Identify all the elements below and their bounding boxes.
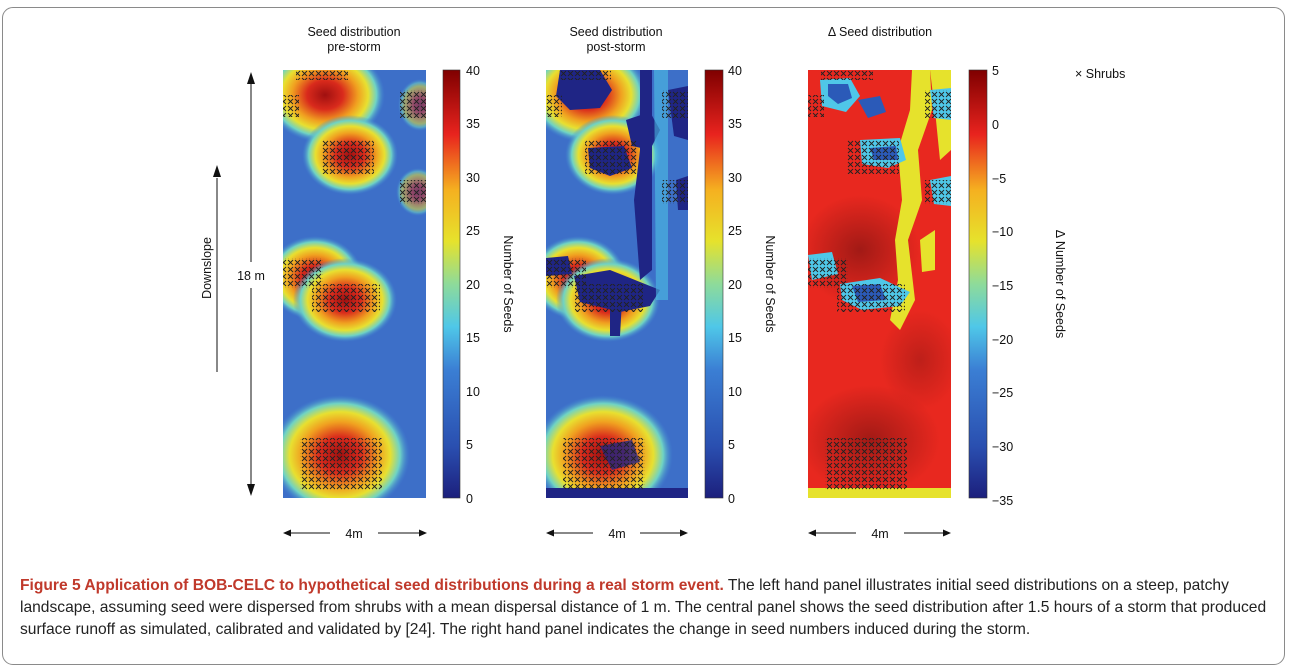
downslope-label: Downslope (200, 237, 214, 299)
cb1-tick: 20 (466, 278, 480, 292)
panel3-colorbar-ticks: 5 0 −5 −10 −15 −20 −25 −30 −35 (992, 64, 1013, 508)
panel2-colorbar-label: Number of Seeds (763, 235, 777, 332)
panel2-heatmap (546, 70, 688, 498)
shrubs-legend: × Shrubs (1075, 67, 1125, 81)
cb3-tick: −25 (992, 386, 1013, 400)
panel1-colorbar-label: Number of Seeds (501, 235, 515, 332)
cb3-tick: −30 (992, 440, 1013, 454)
figure-frame (2, 7, 1285, 665)
cb3-tick: −35 (992, 494, 1013, 508)
panel1-heatmap (283, 70, 426, 498)
cb2-tick: 5 (728, 438, 735, 452)
cb1-tick: 35 (466, 117, 480, 131)
panel2-colorbar-ticks: 40 35 30 25 20 15 10 5 0 (728, 64, 742, 506)
panel1-colorbar-ticks: 40 35 30 25 20 15 10 5 0 (466, 64, 480, 506)
panel2-title-line1: Seed distribution (569, 25, 662, 39)
cb1-tick: 25 (466, 224, 480, 238)
cb3-tick: −20 (992, 333, 1013, 347)
panel3-colorbar-label: Δ Number of Seeds (1053, 230, 1067, 338)
length-label: 18 m (237, 269, 265, 283)
panel3-title: Δ Seed distribution (828, 25, 932, 39)
cb3-tick: −10 (992, 225, 1013, 239)
cb2-tick: 15 (728, 331, 742, 345)
panel2-width-arrow: 4m (546, 527, 688, 541)
cb2-tick: 40 (728, 64, 742, 78)
panel2-title-line2: post-storm (586, 40, 645, 54)
panel3-heatmap (808, 70, 951, 498)
panel3-colorbar (968, 69, 988, 499)
panel1-width-arrow: 4m (283, 527, 427, 541)
panel2-width-label: 4m (608, 527, 625, 541)
panel1-title-line1: Seed distribution (307, 25, 400, 39)
cb1-tick: 5 (466, 438, 473, 452)
panel-pre-storm: Seed distribution pre-storm 40 35 (283, 25, 515, 541)
cb2-tick: 30 (728, 171, 742, 185)
panel1-colorbar (442, 69, 461, 499)
panel1-width-label: 4m (345, 527, 362, 541)
cb3-tick: 0 (992, 118, 999, 132)
cb1-tick: 10 (466, 385, 480, 399)
cb1-tick: 0 (466, 492, 473, 506)
cb2-tick: 25 (728, 224, 742, 238)
figure-graphic: Seed distribution pre-storm 40 35 (200, 25, 1125, 541)
length-arrow: 18 m (237, 72, 265, 496)
cb3-tick: 5 (992, 64, 999, 78)
panel2-colorbar (704, 69, 724, 499)
panel3-width-arrow: 4m (808, 527, 951, 541)
caption-title: Figure 5 Application of BOB-CELC to hypo… (20, 577, 724, 594)
cb1-tick: 30 (466, 171, 480, 185)
cb2-tick: 0 (728, 492, 735, 506)
panel1-title-line2: pre-storm (327, 40, 380, 54)
cb2-tick: 20 (728, 278, 742, 292)
downslope-arrow: Downslope (200, 165, 221, 372)
caption-body: The left hand panel illustrates initial … (20, 577, 1267, 638)
cb2-tick: 10 (728, 385, 742, 399)
cb3-tick: −5 (992, 172, 1006, 186)
panel-post-storm: Seed distribution post-storm (546, 25, 777, 541)
panel-delta: Δ Seed distribution (808, 25, 1125, 541)
cb1-tick: 15 (466, 331, 480, 345)
cb2-tick: 35 (728, 117, 742, 131)
cb1-tick: 40 (466, 64, 480, 78)
cb3-tick: −15 (992, 279, 1013, 293)
figure-caption: Figure 5 Application of BOB-CELC to hypo… (20, 575, 1270, 641)
panel3-width-label: 4m (871, 527, 888, 541)
